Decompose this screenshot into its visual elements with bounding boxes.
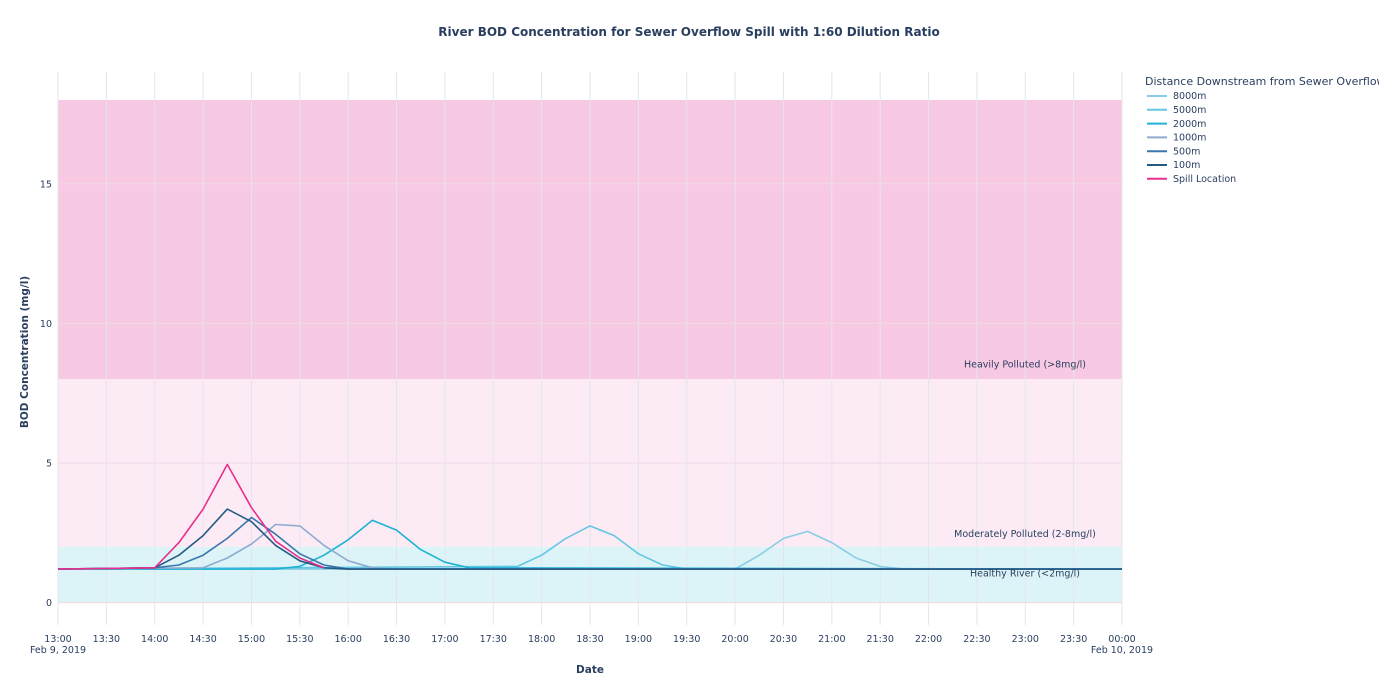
x-tick-label: 17:30 bbox=[480, 634, 507, 645]
x-tick-label: 20:30 bbox=[770, 634, 797, 645]
legend-item-label[interactable]: 2000m bbox=[1173, 119, 1206, 130]
x-tick-label: 18:00 bbox=[528, 634, 555, 645]
x-tick-label: 00:00 bbox=[1108, 634, 1135, 645]
legend-item-label[interactable]: 5000m bbox=[1173, 105, 1206, 116]
band-label-2: Healthy River (<2mg/l) bbox=[970, 569, 1080, 580]
x-tick-date-last: Feb 10, 2019 bbox=[1091, 645, 1153, 656]
x-tick-label: 16:00 bbox=[334, 634, 361, 645]
x-axis-title: Date bbox=[576, 664, 604, 676]
x-tick-label: 15:30 bbox=[286, 634, 313, 645]
series-line-1000m bbox=[57, 523, 1122, 570]
legend-item-label[interactable]: 8000m bbox=[1173, 91, 1206, 102]
x-tick-label: 16:30 bbox=[383, 634, 410, 645]
y-tick-label: 0 bbox=[46, 598, 52, 609]
legend-item-label[interactable]: 100m bbox=[1173, 160, 1200, 171]
x-tick-label: 22:00 bbox=[915, 634, 942, 645]
legend-item-label[interactable]: Spill Location bbox=[1173, 174, 1236, 185]
y-tick-labels: 0 5 10 15 bbox=[40, 179, 52, 609]
y-tick-label: 5 bbox=[46, 459, 52, 470]
x-tick-label: 19:30 bbox=[673, 634, 700, 645]
gridlines bbox=[57, 72, 1123, 625]
series-line-5000m bbox=[57, 525, 1122, 570]
x-tick-label: 14:00 bbox=[141, 634, 168, 645]
x-tick-date-first: Feb 9, 2019 bbox=[30, 645, 86, 656]
x-tick-label: 17:00 bbox=[431, 634, 458, 645]
x-tick-label: 23:30 bbox=[1060, 634, 1087, 645]
x-tick-label: 19:00 bbox=[625, 634, 652, 645]
band-label-1: Moderately Polluted (2-8mg/l) bbox=[954, 529, 1096, 540]
x-tick-label: 21:30 bbox=[866, 634, 893, 645]
series-line-8000m bbox=[58, 530, 1122, 570]
x-tick-label: 23:00 bbox=[1012, 634, 1039, 645]
x-tick-label: 22:30 bbox=[963, 634, 990, 645]
x-tick-label: 21:00 bbox=[818, 634, 845, 645]
legend-title: Distance Downstream from Sewer Overflow bbox=[1145, 75, 1379, 88]
series-line-100m bbox=[57, 508, 1122, 570]
x-tick-label: 13:00 bbox=[44, 634, 71, 645]
series-lines bbox=[57, 463, 1123, 570]
x-tick-label: 14:30 bbox=[189, 634, 216, 645]
x-tick-label: 18:30 bbox=[576, 634, 603, 645]
series-line-spill-location bbox=[57, 463, 325, 570]
x-tick-label: 20:00 bbox=[721, 634, 748, 645]
x-tick-labels: 13:00 13:30 14:00 14:30 15:00 15:30 16:00 16:30… bbox=[30, 634, 1153, 656]
legend-item-label[interactable]: 1000m bbox=[1173, 133, 1206, 144]
x-tick-label: 13:30 bbox=[93, 634, 120, 645]
chart-title: River BOD Concentration for Sewer Overfl… bbox=[438, 25, 939, 39]
band-labels: Heavily Polluted (>8mg/l) Moderately Poll… bbox=[954, 359, 1096, 579]
y-tick-label: 15 bbox=[40, 179, 52, 190]
x-tick-label: 15:00 bbox=[238, 634, 265, 645]
y-axis-title: BOD Concentration (mg/l) bbox=[19, 276, 31, 428]
band-label-0: Heavily Polluted (>8mg/l) bbox=[964, 359, 1086, 370]
y-tick-label: 10 bbox=[40, 319, 52, 330]
legend-item-label[interactable]: 500m bbox=[1173, 146, 1200, 157]
series-line-2000m bbox=[58, 519, 1123, 570]
legend[interactable]: Distance Downstream from Sewer Overflow … bbox=[1145, 75, 1379, 185]
